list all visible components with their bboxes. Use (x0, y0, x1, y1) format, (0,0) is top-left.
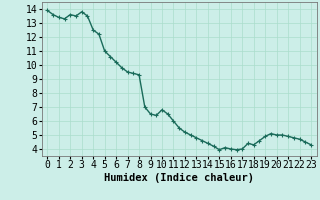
X-axis label: Humidex (Indice chaleur): Humidex (Indice chaleur) (104, 173, 254, 183)
